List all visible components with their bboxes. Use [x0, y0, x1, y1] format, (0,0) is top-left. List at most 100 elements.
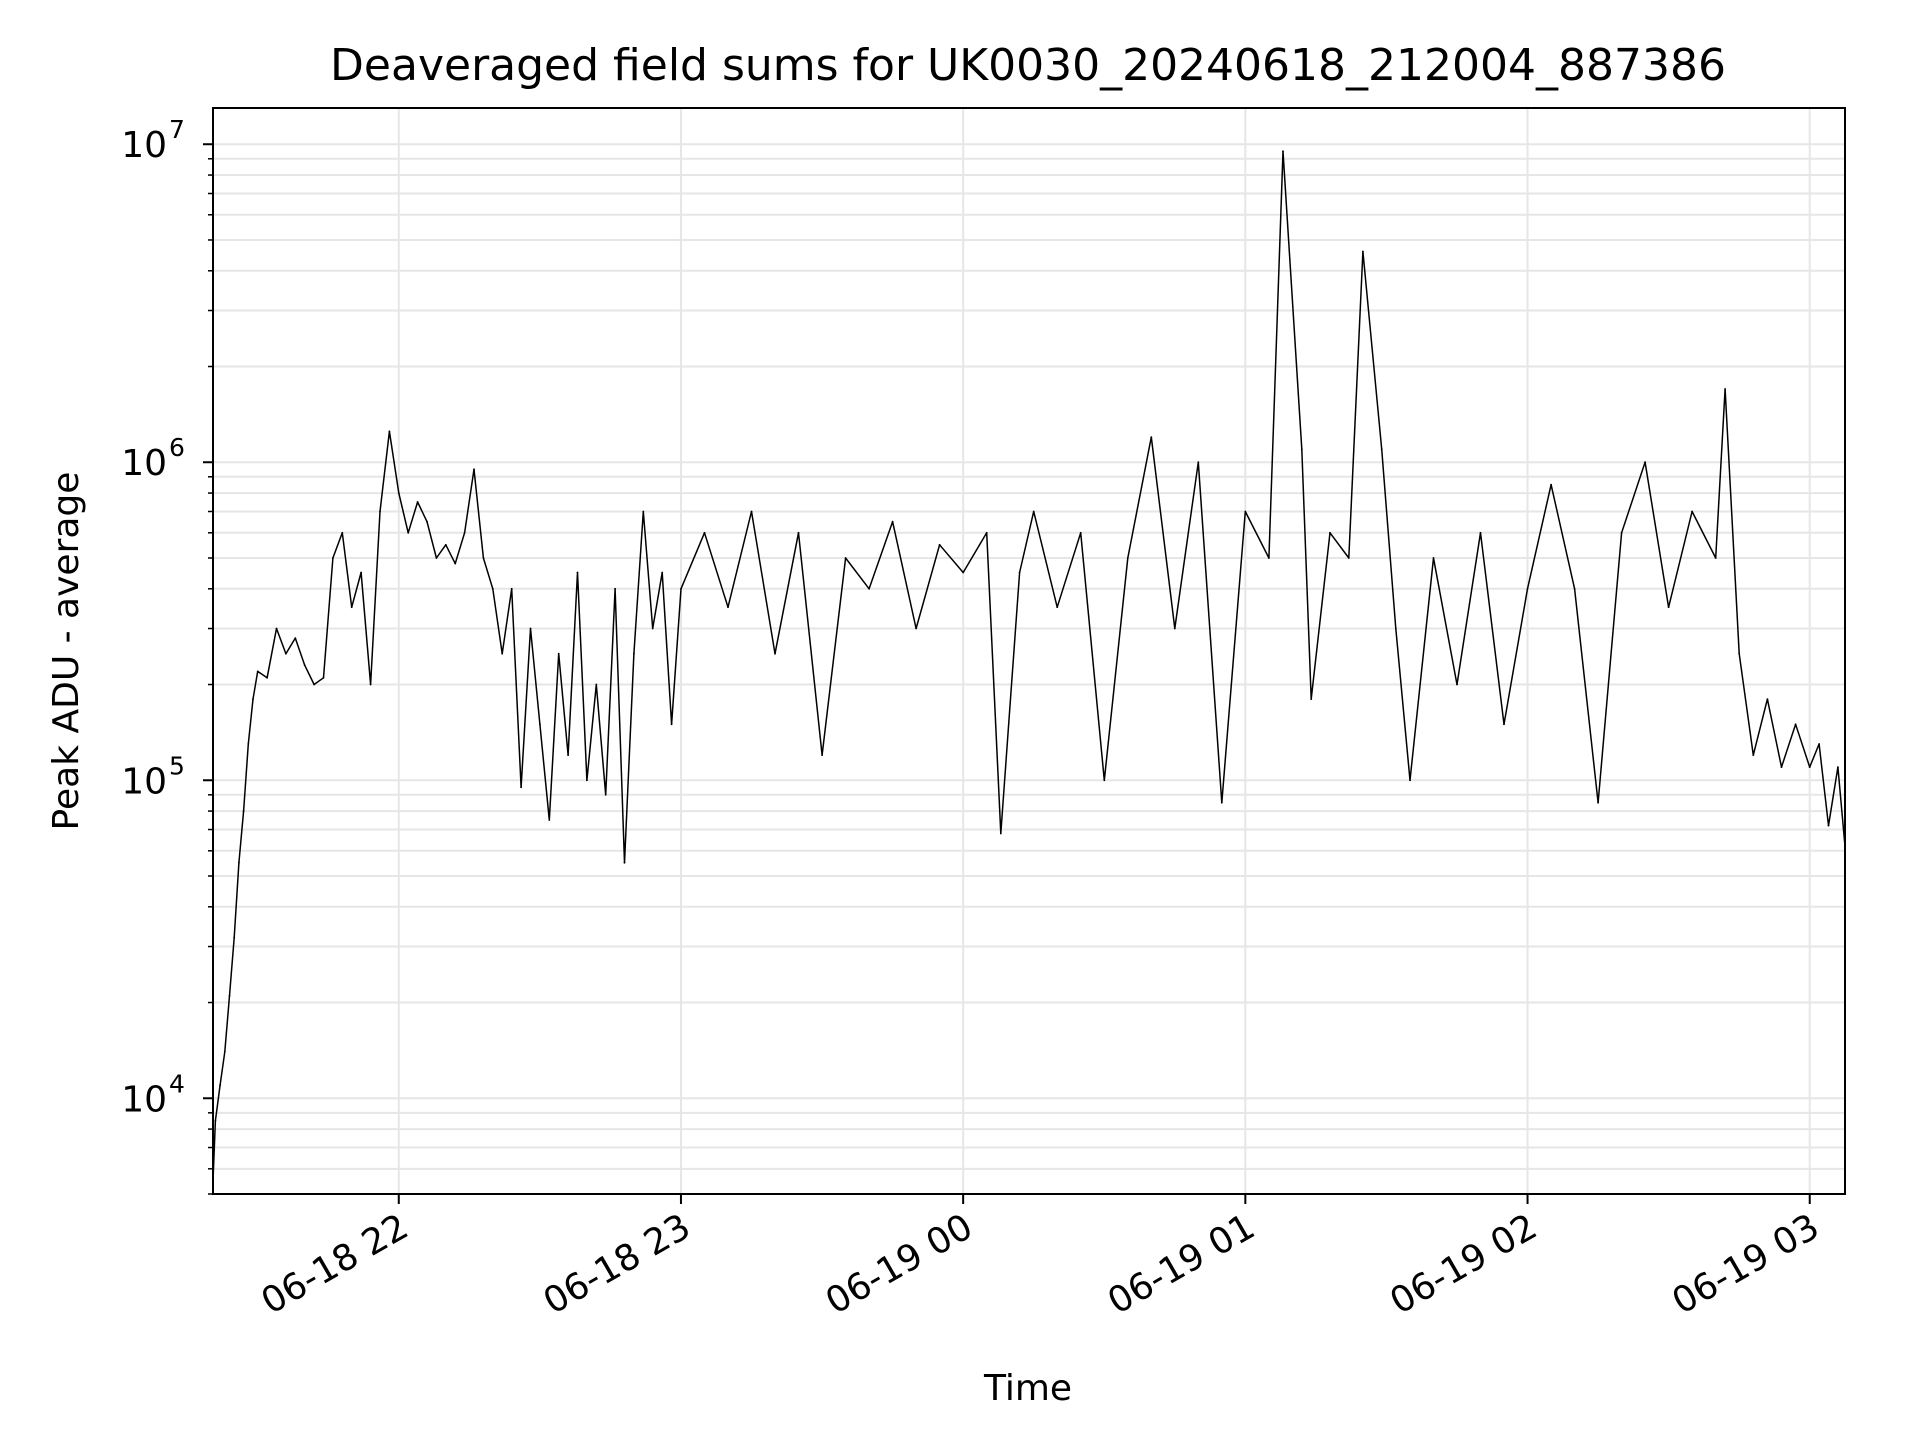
y-tick-exponent: 5: [169, 751, 185, 780]
data-point: [379, 510, 381, 513]
data-point: [1173, 627, 1176, 630]
data-point: [454, 562, 457, 565]
data-point: [1667, 606, 1670, 609]
data-point: [1503, 723, 1505, 726]
data-point: [510, 587, 513, 590]
data-point: [219, 1084, 222, 1086]
data-point: [595, 683, 598, 686]
data-point: [1597, 801, 1599, 804]
data-point: [651, 627, 654, 630]
data-point: [1380, 448, 1383, 450]
data-point: [1526, 587, 1529, 590]
data-point: [473, 468, 475, 471]
series-line: [212, 150, 1846, 1181]
data-point: [1394, 627, 1397, 630]
data-point: [1794, 723, 1797, 726]
data-point: [223, 1050, 226, 1053]
data-point: [642, 510, 645, 513]
data-point: [891, 520, 894, 523]
data-point: [680, 587, 682, 590]
data-point: [238, 861, 240, 864]
data-point: [557, 652, 560, 655]
data-point: [1456, 683, 1458, 686]
data-point: [1244, 510, 1247, 513]
x-tick-label: 06-19 02: [1383, 1206, 1544, 1322]
data-point: [341, 531, 344, 534]
data-point: [1550, 483, 1552, 486]
data-point: [1644, 461, 1646, 464]
data-point: [388, 430, 391, 433]
data-point: [501, 652, 504, 655]
data-point: [1409, 779, 1411, 782]
data-point: [313, 683, 315, 686]
data-point: [1300, 448, 1303, 450]
data-point: [275, 627, 278, 630]
data-point: [586, 779, 588, 782]
y-tick-exponent: 6: [169, 433, 185, 462]
y-tick-exponent: 7: [169, 115, 185, 144]
data-point: [435, 557, 438, 559]
data-point: [1620, 531, 1623, 534]
data-point: [322, 676, 325, 679]
data-point: [252, 698, 254, 700]
data-point: [1691, 510, 1693, 513]
data-point: [256, 670, 259, 673]
data-point: [1724, 388, 1726, 390]
data-point: [703, 531, 706, 534]
data-point: [1032, 510, 1035, 513]
y-tick-label: 10: [121, 761, 167, 802]
data-point: [1126, 557, 1129, 559]
data-point: [567, 754, 569, 756]
data-point: [670, 723, 673, 726]
data-point: [985, 531, 988, 534]
data-point: [1573, 587, 1576, 590]
data-point: [868, 587, 870, 590]
data-point: [369, 683, 372, 686]
x-axis: 06-18 22 06-18 23 06-19 00 06-19 01 06-19 02…: [255, 1194, 1826, 1323]
data-point: [1362, 250, 1364, 253]
data-point: [1738, 652, 1741, 655]
data-point: [332, 557, 334, 559]
data-point: [1808, 766, 1811, 768]
data-point: [1103, 779, 1106, 782]
data-point: [548, 819, 551, 821]
data-point: [797, 531, 800, 534]
x-axis-label: Time: [983, 1368, 1072, 1409]
x-tick-label: 06-18 22: [255, 1206, 416, 1322]
data-point: [774, 652, 776, 655]
data-point: [482, 557, 485, 559]
data-point: [1018, 571, 1021, 574]
chart-title: Deaveraged field sums for UK0030_2024061…: [330, 40, 1726, 91]
data-point: [623, 861, 626, 864]
data-point: [915, 627, 917, 630]
x-tick-label: 06-19 00: [819, 1206, 980, 1322]
data-point: [407, 531, 410, 534]
x-tick-label: 06-19 01: [1101, 1206, 1262, 1322]
data-point: [1310, 698, 1313, 700]
data-point: [491, 587, 494, 590]
plot-frame: [212, 107, 1846, 1195]
data-point: [228, 994, 231, 997]
data-point: [727, 606, 729, 609]
data-point: [520, 786, 522, 789]
data-point: [1752, 754, 1755, 756]
data-point: [1780, 766, 1783, 768]
data-point: [1818, 743, 1820, 745]
data-point: [999, 832, 1002, 835]
data-point: [1329, 531, 1331, 534]
data-point: [416, 501, 419, 503]
data-point: [303, 664, 306, 667]
data-point: [1766, 698, 1769, 700]
data-point: [1150, 436, 1153, 438]
y-tick-label: 10: [121, 443, 167, 484]
data-point: [242, 810, 245, 812]
data-point: [214, 1119, 217, 1122]
data-point: [962, 571, 965, 574]
data-point: [1268, 557, 1270, 559]
data-point: [576, 571, 579, 574]
data-point: [1714, 557, 1717, 559]
data-point: [1220, 801, 1223, 804]
data-point: [266, 676, 268, 679]
